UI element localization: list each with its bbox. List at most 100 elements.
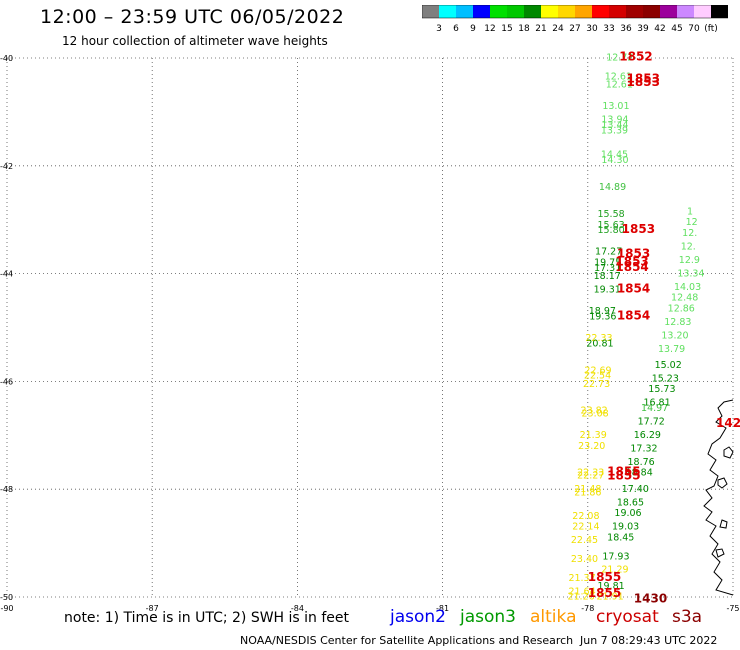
x-tick-label: -90 bbox=[0, 604, 13, 613]
credit-text: NOAA/NESDIS Center for Satellite Applica… bbox=[240, 634, 574, 647]
legend-item-jason2: jason2 bbox=[390, 607, 446, 627]
wave-height-value: 17.93 bbox=[602, 551, 629, 562]
pass-time-label: 1854 bbox=[617, 308, 650, 322]
wave-height-value: 22.08 bbox=[572, 511, 599, 522]
wave-height-value: 12.86 bbox=[668, 303, 695, 314]
wave-height-value: 17.40 bbox=[622, 484, 649, 495]
wave-height-value: 18.65 bbox=[617, 497, 644, 508]
wave-height-value: 22.54 bbox=[584, 371, 611, 382]
wave-height-value: 12.61 bbox=[605, 72, 632, 83]
wave-height-value: 21.64 bbox=[568, 586, 595, 597]
colorbar-tick-label: 18 bbox=[518, 24, 530, 33]
wave-height-value: 18.17 bbox=[594, 271, 621, 282]
wave-height-value: 19.06 bbox=[614, 508, 641, 519]
pass-time-label: 1852 bbox=[619, 50, 652, 64]
wave-height-value: 18.84 bbox=[626, 468, 653, 479]
wave-height-value: 21.29 bbox=[601, 565, 628, 576]
wave-height-value: 13.79 bbox=[658, 344, 685, 355]
wave-height-value: 18.76 bbox=[627, 457, 654, 468]
wave-height-value: 17.27 bbox=[595, 247, 622, 258]
wave-height-value: 12.48 bbox=[671, 293, 698, 304]
island-outline bbox=[719, 519, 728, 529]
colorbar-swatch bbox=[558, 5, 575, 18]
wave-height-value: 21.26 bbox=[567, 592, 594, 603]
wave-height-value: 14.03 bbox=[674, 282, 701, 293]
colorbar-tick-label: 9 bbox=[470, 24, 476, 33]
wave-height-value: 12.72 bbox=[606, 53, 633, 64]
color-scale-legend: 3 6 9 12 15 18 21 24 27 30 33 36 39 42 45 70 (ft) bbox=[422, 5, 728, 33]
wave-height-value: 20.81 bbox=[586, 338, 613, 349]
pass-time-label: 1429 bbox=[716, 416, 740, 430]
pass-time-label: 1430 bbox=[634, 591, 667, 605]
colorbar-swatch bbox=[490, 5, 507, 18]
colorbar-swatch bbox=[524, 5, 541, 18]
colorbar-tick-label: 27 bbox=[569, 24, 580, 33]
wave-height-value: 23.08 bbox=[582, 408, 609, 419]
y-tick-label: -50 bbox=[0, 593, 13, 602]
pass-time-label: 1855 bbox=[607, 465, 640, 479]
colorbar-swatch bbox=[660, 5, 677, 18]
island-outline bbox=[723, 446, 734, 459]
colorbar-swatch bbox=[592, 5, 609, 18]
colorbar-tick-label: 15 bbox=[501, 24, 512, 33]
wave-height-value: 19.81 bbox=[597, 581, 624, 592]
wave-height-value: 22.27 bbox=[577, 470, 604, 481]
colorbar-swatch bbox=[626, 5, 643, 18]
colorbar-swatch bbox=[507, 5, 524, 18]
colorbar-tick-label: 6 bbox=[453, 24, 459, 33]
wave-height-value: 22.33 bbox=[577, 468, 604, 479]
wave-height-plot: -90 -87 -84 -81 -78 -75 -40 -42 -44 -46 -48 -50 12.7… bbox=[0, 50, 740, 613]
colorbar-tick-label: 39 bbox=[637, 24, 649, 33]
x-tick-label: -87 bbox=[146, 604, 159, 613]
colorbar-tick-label: 30 bbox=[586, 24, 598, 33]
wave-height-value: 17.31 bbox=[594, 263, 621, 274]
colorbar-swatch bbox=[677, 5, 694, 18]
wave-height-value: 19.36 bbox=[589, 311, 616, 322]
colorbar-swatch bbox=[541, 5, 558, 18]
island-outline bbox=[715, 548, 725, 558]
colorbar-tick-label: 33 bbox=[603, 24, 614, 33]
wave-height-value: 16.81 bbox=[643, 398, 670, 409]
wave-height-value: 21.37 bbox=[568, 573, 595, 584]
wave-height-value: 15.58 bbox=[597, 209, 624, 220]
pass-time-label: 1854 bbox=[615, 260, 648, 274]
pass-time-label: 1853 bbox=[622, 222, 655, 236]
pass-time-label: 1853 bbox=[615, 255, 648, 269]
wave-height-value: 23.20 bbox=[578, 441, 605, 452]
wave-height-value: 18.45 bbox=[607, 532, 634, 543]
wave-height-value: 12.9 bbox=[679, 255, 700, 266]
colorbar-tick-label: 24 bbox=[552, 24, 564, 33]
pass-time-label: 1853 bbox=[627, 71, 660, 85]
y-tick-label: -40 bbox=[0, 54, 13, 63]
wave-height-value: 23.82 bbox=[581, 406, 608, 417]
colorbar-tick-label: 21 bbox=[535, 24, 546, 33]
colorbar-swatch bbox=[609, 5, 626, 18]
wave-height-value: 15.02 bbox=[655, 360, 682, 371]
legend-item-cryosat: cryosat bbox=[596, 607, 659, 627]
wave-height-value: 13.20 bbox=[661, 330, 688, 341]
x-tick-label: -84 bbox=[291, 604, 304, 613]
wave-height-value: 13.01 bbox=[602, 101, 629, 112]
wave-height-value: 21.48 bbox=[574, 484, 601, 495]
generated-timestamp: Jun 7 08:29:43 UTC 2022 bbox=[580, 634, 718, 647]
colorbar-tick-label: 45 bbox=[671, 24, 682, 33]
colorbar-swatch bbox=[456, 5, 473, 18]
x-tick-label: -75 bbox=[726, 604, 739, 613]
pass-time-label: 1854 bbox=[617, 281, 650, 295]
wave-height-value: 21.86 bbox=[574, 488, 601, 499]
page-title: 12:00 – 23:59 UTC 06/05/2022 bbox=[40, 6, 345, 28]
wave-height-value: 12 bbox=[686, 217, 698, 228]
x-tick-label: -78 bbox=[581, 604, 594, 613]
wave-height-value: 15.63 bbox=[597, 220, 624, 231]
wave-height-value: 22.14 bbox=[572, 522, 599, 533]
wave-height-value: 12.61 bbox=[606, 80, 633, 91]
wave-height-value: 17.32 bbox=[630, 443, 657, 454]
wave-height-value: 22.73 bbox=[583, 379, 610, 390]
y-tick-label: -46 bbox=[0, 377, 13, 386]
colorbar-swatch bbox=[473, 5, 490, 18]
wave-height-value: 16.29 bbox=[634, 430, 661, 441]
colorbar-tick-label: (ft) bbox=[704, 24, 718, 33]
wave-height-value: 14.89 bbox=[599, 182, 626, 193]
colorbar-swatch bbox=[439, 5, 456, 18]
colorbar-swatch bbox=[694, 5, 711, 18]
